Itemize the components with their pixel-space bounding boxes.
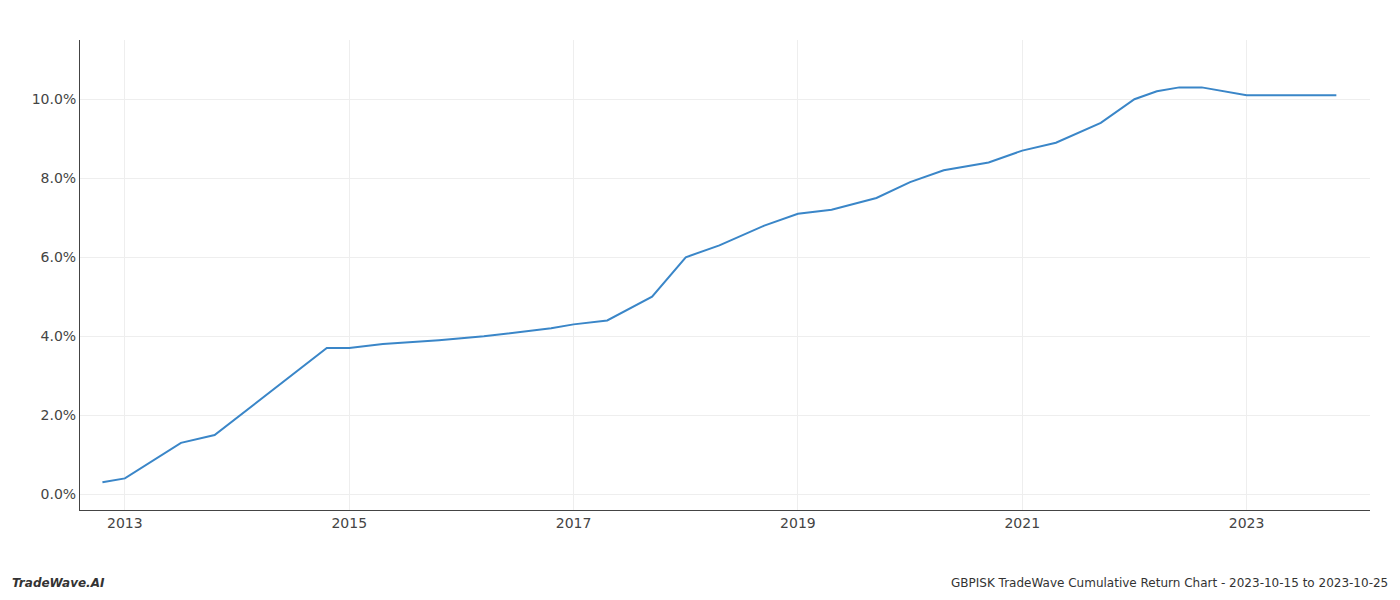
svg-text:2015: 2015 xyxy=(331,515,367,531)
svg-text:2021: 2021 xyxy=(1004,515,1040,531)
svg-text:2.0%: 2.0% xyxy=(41,407,77,423)
svg-text:2023: 2023 xyxy=(1229,515,1265,531)
svg-text:2019: 2019 xyxy=(780,515,816,531)
svg-text:GBPISK TradeWave Cumulative Re: GBPISK TradeWave Cumulative Return Chart… xyxy=(951,576,1388,590)
svg-text:TradeWave.AI: TradeWave.AI xyxy=(12,576,105,590)
svg-text:2017: 2017 xyxy=(556,515,592,531)
svg-text:10.0%: 10.0% xyxy=(32,91,76,107)
svg-text:8.0%: 8.0% xyxy=(41,170,77,186)
svg-text:2013: 2013 xyxy=(107,515,143,531)
svg-text:0.0%: 0.0% xyxy=(41,486,77,502)
svg-text:4.0%: 4.0% xyxy=(41,328,77,344)
svg-text:6.0%: 6.0% xyxy=(41,249,77,265)
